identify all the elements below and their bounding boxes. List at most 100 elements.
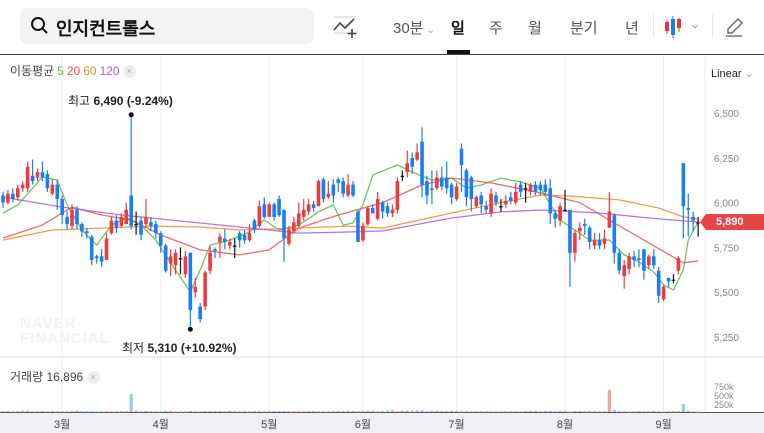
tab-month[interactable]: 월 (528, 20, 542, 37)
volume-bar (671, 411, 676, 413)
candle-body (109, 220, 114, 234)
volume-bar (445, 410, 449, 412)
candle-body (208, 252, 212, 271)
candle-body (129, 195, 133, 226)
volume-legend: 거래량 16,896 × (10, 368, 100, 385)
volume-bar (617, 410, 621, 412)
low-label: 최저 (122, 341, 145, 355)
candle-type-icon[interactable] (663, 14, 703, 40)
candle-body (242, 234, 247, 241)
volume-bar (681, 404, 685, 412)
candle-body (252, 220, 257, 230)
volume-bar (652, 410, 656, 412)
volume-bar (252, 410, 257, 412)
close-icon[interactable]: × (122, 65, 136, 79)
volume-bar (292, 411, 296, 413)
candle-body (331, 184, 336, 196)
volume-bar (479, 411, 483, 413)
candle-body (99, 256, 104, 262)
candle-body (504, 200, 508, 205)
volume-bar (183, 411, 188, 413)
candle-body (154, 224, 158, 234)
volume-bar (696, 411, 700, 413)
volume-bar (139, 411, 143, 413)
volume-bar (11, 411, 15, 413)
volume-bar (297, 411, 301, 413)
candle-body (582, 224, 587, 226)
ma-legend: 이동평균 5 20 60 120 × (10, 62, 139, 79)
volume-bar (35, 411, 40, 413)
volume-bar (543, 410, 547, 412)
volume-bar (134, 410, 138, 412)
tab-quarter[interactable]: 분기 (570, 20, 598, 37)
high-label: 최고 (68, 94, 91, 108)
interval-select[interactable]: 30분 ⌄ (393, 17, 435, 38)
ma5-label: 5 (57, 64, 64, 78)
candle-body (375, 199, 380, 219)
volume-bar (311, 410, 316, 412)
tab-day[interactable]: 일 (451, 20, 465, 37)
volume-bar (415, 410, 419, 412)
volume-bar (169, 411, 173, 413)
search-box[interactable]: 인지컨트롤스 (20, 8, 314, 44)
candle-body (218, 236, 222, 243)
tab-week[interactable]: 주 (489, 20, 503, 37)
candle-body (297, 213, 301, 226)
candle-body (459, 148, 464, 165)
volume-bar (538, 411, 542, 413)
volume-bar (119, 411, 123, 413)
candle-body (341, 181, 345, 194)
close-icon[interactable]: × (86, 371, 100, 385)
candle-body (410, 157, 414, 167)
volume-bar (612, 409, 616, 412)
indicator-add-icon[interactable] (332, 14, 360, 40)
candle-body (25, 166, 30, 189)
pencil-icon[interactable] (723, 15, 745, 39)
volume-bar (593, 411, 597, 413)
tab-year[interactable]: 년 (625, 20, 639, 37)
volume-bar (1, 410, 5, 412)
candle-body (523, 188, 528, 190)
candle-body (1, 195, 5, 203)
volume-bar (469, 411, 473, 413)
candle-body (158, 233, 163, 246)
volume-bar (528, 410, 533, 412)
candle-body (178, 258, 183, 260)
volume-bar (662, 411, 666, 413)
candle-body (390, 209, 395, 214)
volume-bar (647, 411, 651, 413)
search-query[interactable]: 인지컨트롤스 (56, 19, 156, 39)
scale-select[interactable]: Linear ⌄ (711, 67, 754, 80)
candle-body (617, 252, 622, 271)
volume-bar (607, 389, 611, 412)
volume-bar (489, 411, 493, 413)
candle-body (632, 256, 636, 260)
volume-bar (6, 410, 10, 412)
volume-bar (85, 411, 89, 413)
volume-bar (21, 410, 25, 412)
candle-body (124, 209, 129, 225)
candle-body (563, 209, 567, 211)
high-marker (128, 112, 134, 118)
candle-body (6, 193, 10, 203)
volume-bar (420, 410, 424, 412)
volume-bar (321, 411, 326, 413)
volume-bar (326, 411, 330, 413)
chevron-down-icon: ⌄ (426, 25, 435, 36)
candle-body (257, 206, 262, 226)
search-icon (31, 17, 48, 34)
candle-body (70, 209, 74, 226)
candle-body (94, 256, 99, 259)
price-tick-label: 6,000 (714, 199, 739, 210)
ma-legend-label: 이동평균 (10, 64, 55, 78)
high-value: 6,490 (93, 94, 124, 108)
candle-body (380, 202, 385, 212)
volume-bar (60, 411, 64, 413)
volume-bar (50, 410, 54, 412)
candle-body (602, 238, 607, 244)
volume-bar (568, 411, 572, 413)
volume-bar (109, 411, 114, 413)
volume-bar (459, 411, 464, 413)
month-tick-label: 9월 (655, 419, 672, 431)
